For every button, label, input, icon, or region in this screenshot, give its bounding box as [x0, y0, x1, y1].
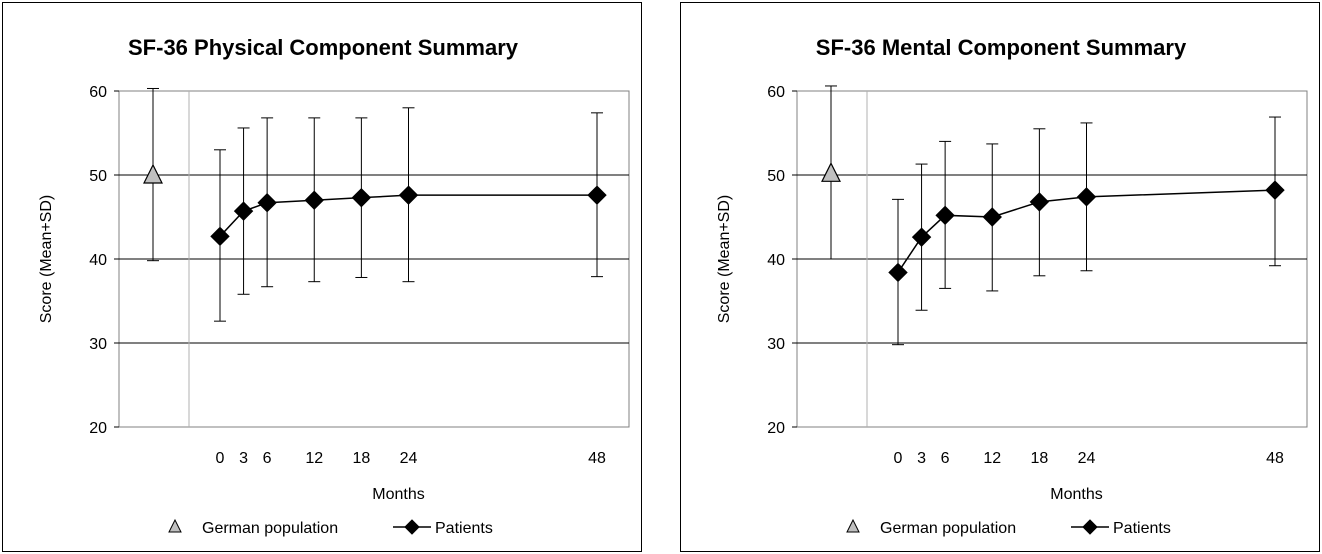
x-tick-label: 0 [216, 450, 225, 467]
marker-german-population [143, 163, 163, 184]
y-tick-label: 50 [89, 168, 107, 185]
x-tick-label: 12 [305, 450, 323, 467]
x-tick-label: 3 [917, 450, 926, 467]
x-tick-label: 24 [400, 450, 418, 467]
marker-patients [210, 226, 230, 247]
legend-marker-german-population [846, 518, 860, 533]
marker-patients [911, 227, 932, 247]
y-tick-label: 60 [89, 84, 107, 101]
x-tick-label: 6 [263, 450, 272, 467]
x-tick-label: 12 [983, 450, 1001, 467]
marker-patients [351, 187, 372, 208]
marker-patients [982, 207, 1002, 227]
x-axis-title: Months [1050, 486, 1102, 503]
chart-title: SF-36 Mental Component Summary [816, 35, 1187, 60]
legend-label-german-population: German population [202, 520, 338, 537]
legend-marker-german-population [168, 518, 182, 533]
marker-patients [304, 190, 324, 210]
legend-label-patients: Patients [1113, 520, 1171, 537]
chart-panel-physical: SF-36 Physical Component Summary 20 30 40 50… [2, 2, 642, 552]
chart-panel-mental: SF-36 Mental Component Summary 20 30 40 50 60… [680, 2, 1320, 552]
chart-title: SF-36 Physical Component Summary [128, 35, 519, 60]
x-tick-label: 24 [1078, 450, 1096, 467]
y-tick-label: 50 [767, 168, 785, 185]
chart-physical: SF-36 Physical Component Summary 20 30 40 50… [38, 35, 630, 537]
chart-mental: SF-36 Mental Component Summary2030405060… [716, 35, 1308, 537]
x-tick-label: 3 [239, 450, 248, 467]
y-tick-label: 30 [767, 336, 785, 353]
y-axis-title: Score (Mean+SD) [38, 195, 55, 324]
marker-patients [1265, 180, 1285, 200]
y-tick-label: 40 [767, 252, 785, 269]
marker-patients [1029, 192, 1050, 212]
x-tick-label: 0 [894, 450, 903, 467]
x-tick-label: 48 [588, 450, 606, 467]
legend-label-patients: Patients [435, 520, 493, 537]
marker-patients [257, 193, 277, 213]
x-axis-title: Months [372, 486, 424, 503]
legend-marker-patients [1082, 519, 1098, 535]
marker-patients [935, 205, 955, 226]
y-tick-label: 30 [89, 336, 107, 353]
marker-patients [888, 262, 908, 283]
marker-patients [398, 185, 419, 205]
x-tick-label: 48 [1266, 450, 1284, 467]
y-tick-label: 20 [89, 420, 107, 437]
y-tick-label: 40 [89, 252, 107, 269]
x-tick-label: 18 [1030, 450, 1048, 467]
marker-german-population [821, 161, 841, 182]
marker-patients [1076, 187, 1097, 207]
y-axis-title: Score (Mean+SD) [716, 195, 733, 324]
marker-patients [587, 185, 607, 205]
marker-patients [233, 201, 254, 221]
x-tick-label: 18 [352, 450, 370, 467]
y-tick-label: 20 [767, 420, 785, 437]
x-tick-label: 6 [941, 450, 950, 467]
y-tick-label: 60 [767, 84, 785, 101]
legend-marker-patients [404, 519, 420, 535]
legend-label-german-population: German population [880, 520, 1016, 537]
